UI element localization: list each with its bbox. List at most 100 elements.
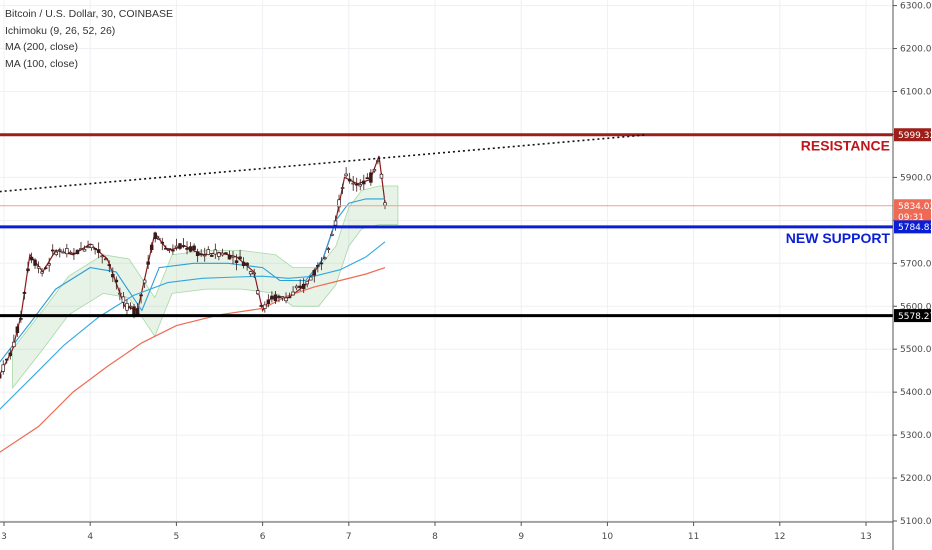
candle-body [167,248,172,250]
candle-body [270,295,274,300]
candle-body [188,246,193,252]
y-tick-label: 5100.00 [900,517,932,527]
candle-body [178,243,182,249]
candle-body [312,270,317,276]
candle-body [287,296,292,299]
candle-body [383,202,387,206]
chart-annotations: RESISTANCE NEW SUPPORT [786,138,891,246]
price-tag-bg [894,309,931,323]
candle-body [309,276,313,281]
price-tag-label: 09:31 [898,213,924,223]
candle-body [266,299,271,304]
candle-body [0,374,2,379]
price-tag-label: 5784.83 [898,223,932,233]
candle-body [132,306,136,315]
candle-body [227,255,232,260]
candle-body [65,248,69,255]
candle-body [12,341,16,348]
legend-ma200[interactable]: MA (200, close) [5,41,78,53]
candle-body [58,249,62,252]
price-tag-bg [894,128,931,142]
candle-body [139,294,143,297]
x-tick-label: 4 [87,532,93,542]
candle-body [185,247,189,250]
candle-body [36,266,41,269]
legend-symbol[interactable]: Bitcoin / U.S. Dollar, 30, COINBASE [5,8,174,20]
legend-ichimoku[interactable]: Ichimoku (9, 26, 52, 26) [5,24,116,37]
x-tick-label: 7 [346,532,352,542]
candle-body [316,265,320,267]
candle-body [1,364,5,372]
x-tick-label: 8 [432,532,438,542]
candle-body [181,245,186,247]
candle-body [213,249,218,255]
y-tick-label: 5700.00 [900,259,932,269]
x-tick-label: 5 [174,532,180,542]
annotation-label: NEW SUPPORT [786,230,891,246]
x-tick-label: 6 [260,532,266,542]
candle-body [22,291,27,294]
candle-body [248,271,253,275]
x-tick-label: 13 [860,532,871,542]
y-tick-label: 6200.00 [900,45,932,55]
candle-body [118,292,122,295]
candle-body [305,280,309,285]
candle-body [344,173,348,177]
candle-body [234,260,239,263]
x-tick-label: 3 [1,532,7,542]
candle-body [347,178,352,182]
candle-body [100,255,104,258]
candle-body [171,249,175,252]
y-tick-label: 6100.00 [900,88,932,98]
y-tick-label: 5400.00 [900,388,932,398]
candle-body [259,305,264,307]
candle-body [164,247,168,250]
candle-body [15,326,20,334]
candle-body [238,256,242,260]
candle-body [121,296,126,303]
candle-body [142,279,147,284]
price-tag-label: 5578.27 [898,312,932,322]
series-line-ichimoku-base [0,198,385,363]
candle-body [337,199,341,208]
y-tick-label: 5500.00 [900,345,932,355]
candle-body [245,262,249,266]
candle-body [340,187,345,189]
candle-body [125,303,129,311]
candle-body [231,255,235,258]
x-tick-label: 11 [688,532,699,542]
candle-body [273,294,278,302]
candle-body [376,160,380,162]
candle-body [96,249,101,253]
candle-body [252,272,256,275]
candle-body [157,238,161,240]
x-tick-label: 10 [602,532,614,542]
price-tag-bg [894,220,931,234]
candle-body [241,261,246,266]
candle-body [298,285,302,288]
chart-legend: Bitcoin / U.S. Dollar, 30, COINBASE Ichi… [5,6,173,72]
legend-ma100[interactable]: MA (100, close) [5,57,78,70]
candle-body [199,253,203,256]
candle-body [224,252,228,255]
candle-body [26,268,30,272]
candle-body [365,177,370,180]
candle-body [111,274,115,278]
annotation-label: RESISTANCE [801,138,890,154]
y-tick-label: 6300.00 [900,2,932,12]
candle-body [217,252,221,257]
candle-body [72,252,76,255]
candle-body [40,271,44,274]
candle-body [8,352,13,357]
candle-body [333,220,338,226]
candle-body [358,184,363,187]
ichimoku-cloud [12,185,399,390]
candle-body [114,279,119,283]
candle-body [255,290,260,295]
candle-body [192,245,196,250]
candle-body [47,263,51,266]
price-tag-bg [894,210,931,224]
candle-body [82,248,87,252]
y-tick-label: 5200.00 [900,474,932,484]
